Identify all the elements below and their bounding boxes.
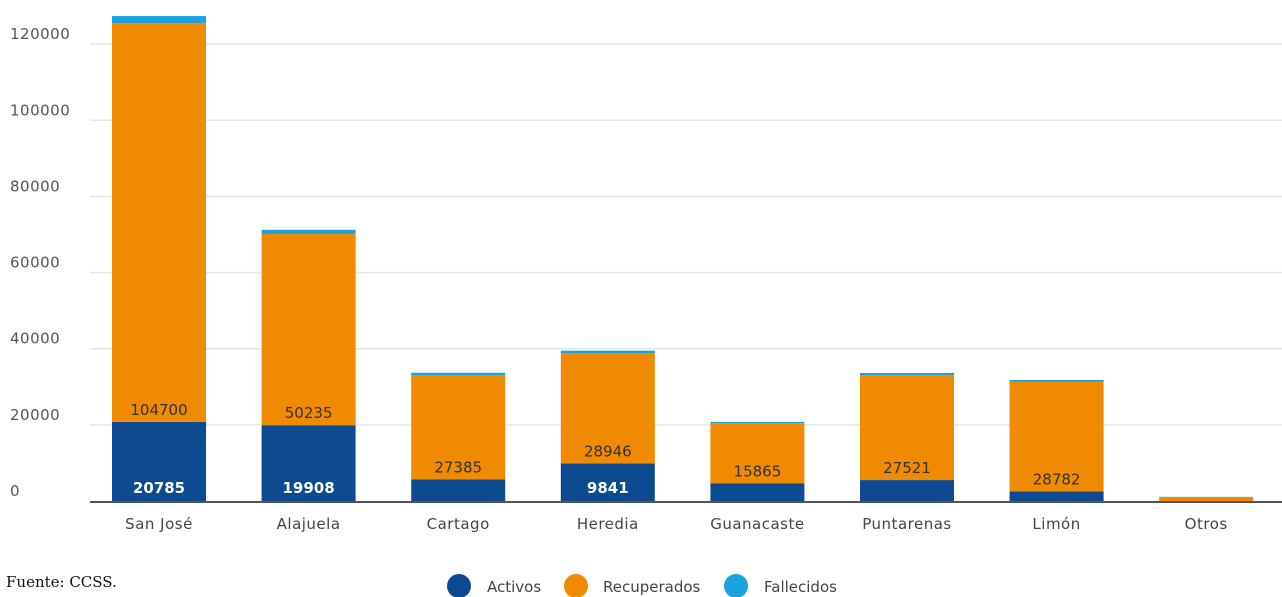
legend-label-recuperados: Recuperados bbox=[603, 578, 701, 596]
x-category-label: Puntarenas bbox=[862, 515, 951, 533]
x-axis-categories: San José Alajuela Cartago Heredia Guanacaste… bbox=[125, 515, 1228, 533]
bar-recuperados-2 bbox=[411, 375, 506, 480]
bars bbox=[112, 16, 1254, 501]
x-category-label: Guanacaste bbox=[710, 515, 804, 533]
bar-recuperados-1 bbox=[261, 233, 356, 426]
data-label-recuperados-2: 27385 bbox=[434, 458, 482, 476]
bar-activos-5 bbox=[860, 480, 954, 501]
bar-recuperados-3 bbox=[560, 353, 655, 464]
bar-recuperados-0 bbox=[112, 23, 206, 422]
source-note: Fuente: CCSS. bbox=[6, 573, 117, 591]
x-category-label: Heredia bbox=[577, 515, 639, 533]
bar-recuperados-7 bbox=[1159, 497, 1254, 501]
x-category-label: Alajuela bbox=[277, 515, 341, 533]
bar-fallecidos-6 bbox=[1009, 380, 1104, 382]
data-label-recuperados-6: 28782 bbox=[1033, 470, 1081, 488]
bar-fallecidos-2 bbox=[411, 372, 506, 376]
bar-activos-1 bbox=[261, 425, 356, 501]
bar-fallecidos-4 bbox=[710, 421, 805, 424]
legend-swatch-activos bbox=[447, 574, 471, 597]
data-label-recuperados-4: 15865 bbox=[734, 462, 782, 480]
x-category-label: Otros bbox=[1185, 515, 1228, 533]
bar-activos-6 bbox=[1009, 491, 1104, 501]
y-tick-label: 0 bbox=[10, 482, 20, 500]
legend-swatch-fallecidos bbox=[724, 574, 748, 597]
bar-fallecidos-5 bbox=[860, 373, 954, 376]
y-tick-label: 20000 bbox=[10, 406, 60, 424]
x-category-label: Cartago bbox=[427, 515, 490, 533]
bar-activos-0 bbox=[112, 421, 206, 501]
data-label-activos-1: 19908 bbox=[283, 479, 335, 497]
bar-recuperados-6 bbox=[1009, 381, 1104, 492]
bar-fallecidos-3 bbox=[560, 350, 655, 354]
bar-recuperados-5 bbox=[860, 375, 954, 481]
bar-recuperados-4 bbox=[710, 423, 805, 484]
legend: Activos Recuperados Fallecidos bbox=[447, 574, 837, 597]
bar-activos-4 bbox=[710, 483, 805, 501]
y-axis-ticks: 0 20000 40000 60000 80000 100000 120000 bbox=[10, 25, 70, 500]
y-tick-label: 100000 bbox=[10, 101, 70, 119]
data-label-recuperados-5: 27521 bbox=[883, 459, 931, 477]
data-label-recuperados-3: 28946 bbox=[584, 443, 632, 461]
data-labels: 20785 104700 19908 50235 27385 9841 28946 15865… bbox=[130, 401, 1080, 497]
data-label-recuperados-0: 104700 bbox=[130, 401, 187, 419]
data-label-activos-0: 20785 bbox=[133, 479, 185, 497]
y-tick-label: 40000 bbox=[10, 330, 60, 348]
legend-label-fallecidos: Fallecidos bbox=[764, 578, 837, 596]
data-label-recuperados-1: 50235 bbox=[285, 404, 333, 422]
y-tick-label: 60000 bbox=[10, 254, 60, 272]
x-category-label: San José bbox=[125, 515, 193, 533]
bar-fallecidos-0 bbox=[112, 16, 206, 24]
x-category-label: Limón bbox=[1032, 515, 1080, 533]
y-tick-label: 80000 bbox=[10, 177, 60, 195]
data-label-activos-3: 9841 bbox=[587, 479, 629, 497]
legend-swatch-recuperados bbox=[564, 574, 588, 597]
bar-activos-2 bbox=[411, 479, 506, 501]
bar-activos-3 bbox=[560, 463, 655, 501]
bar-fallecidos-1 bbox=[261, 229, 356, 234]
y-tick-label: 120000 bbox=[10, 25, 70, 43]
legend-label-activos: Activos bbox=[487, 578, 541, 596]
